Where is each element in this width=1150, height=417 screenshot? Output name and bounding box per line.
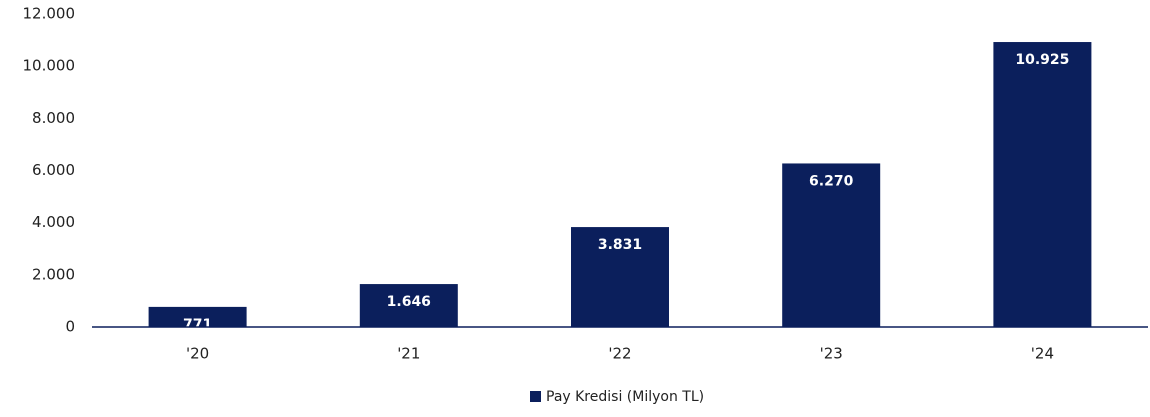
value-label: 771 [183,317,212,333]
x-tick-label: '22 [608,345,631,363]
bar [993,42,1092,328]
y-tick-label: 8.000 [32,109,75,127]
y-tick-label: 4.000 [32,213,75,231]
value-label: 10.925 [1015,52,1069,68]
x-tick-label: '20 [186,345,209,363]
x-tick-label: '23 [820,345,843,363]
y-tick-label: 12.000 [23,5,76,23]
value-label: 3.831 [598,237,642,253]
legend-swatch [530,391,541,402]
bar [571,227,669,327]
y-tick-label: 0 [65,318,75,336]
y-tick-label: 6.000 [32,161,75,179]
value-label: 6.270 [809,173,854,189]
legend-label: Pay Kredisi (Milyon TL) [546,389,704,405]
y-tick-label: 10.000 [23,57,76,75]
bar [148,306,247,327]
y-tick-label: 2.000 [32,265,75,283]
x-tick-label: '24 [1031,345,1054,363]
x-tick-label: '21 [397,345,420,363]
bar [782,163,881,327]
value-label: 1.646 [387,294,431,310]
bar [359,284,458,327]
